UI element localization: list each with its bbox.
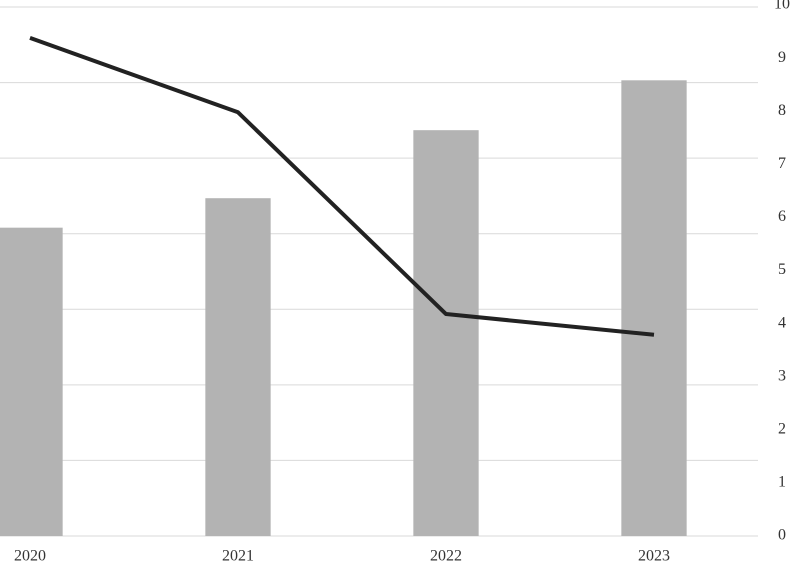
y2-tick-label: 10 bbox=[774, 0, 790, 13]
y2-tick-label: 1 bbox=[778, 474, 786, 491]
x-tick-label: 2023 bbox=[638, 548, 670, 565]
bar bbox=[205, 198, 271, 536]
y2-tick-label: 5 bbox=[778, 261, 786, 278]
y2-tick-label: 8 bbox=[778, 102, 786, 119]
y2-tick-label: 6 bbox=[778, 208, 786, 225]
bar bbox=[621, 80, 687, 536]
line bbox=[29, 36, 655, 337]
y2-tick-label: 4 bbox=[778, 314, 786, 331]
y2-tick-label: 2 bbox=[778, 420, 786, 437]
bar bbox=[0, 227, 63, 536]
x-tick-label: 2022 bbox=[430, 548, 462, 565]
x-tick-label: 2020 bbox=[14, 548, 46, 565]
x-tick-label: 2021 bbox=[222, 548, 254, 565]
y2-tick-label: 9 bbox=[778, 49, 786, 66]
y2-tick-label: 7 bbox=[778, 155, 786, 172]
y2-tick-label: 0 bbox=[778, 527, 786, 544]
y2-tick-label: 3 bbox=[778, 367, 786, 384]
bar bbox=[413, 130, 479, 536]
